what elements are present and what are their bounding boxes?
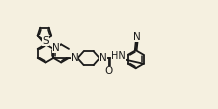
Text: O: O	[105, 66, 113, 76]
Text: N: N	[52, 43, 60, 53]
Text: HN: HN	[111, 51, 126, 61]
Text: N: N	[99, 53, 107, 63]
Text: N: N	[71, 53, 78, 63]
Text: S: S	[42, 36, 49, 46]
Text: N: N	[133, 32, 141, 43]
